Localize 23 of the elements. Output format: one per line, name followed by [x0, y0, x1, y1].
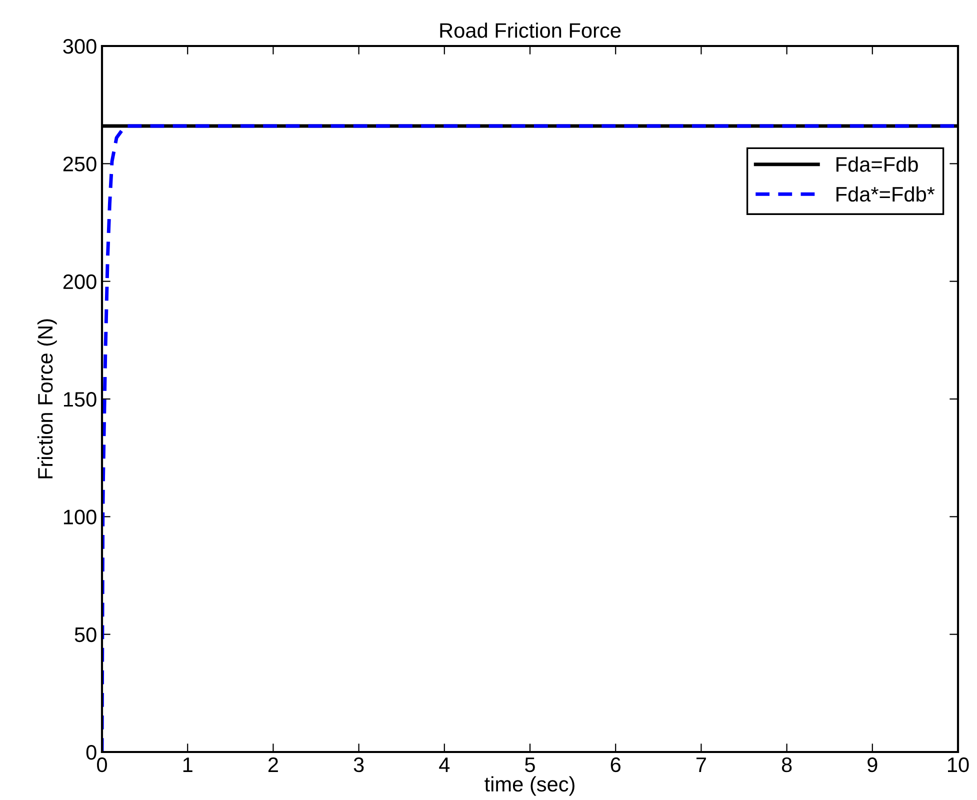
y-tick-label: 0 — [86, 745, 96, 760]
chart-title: Road Friction Force — [440, 22, 621, 38]
x-tick-label: 6 — [610, 757, 620, 772]
x-tick-label: 8 — [782, 757, 792, 772]
y-tick-label: 200 — [63, 274, 96, 290]
legend-label: Fda*=Fdb* — [836, 186, 935, 202]
x-tick-label: 1 — [183, 758, 192, 772]
x-tick-label: 10 — [948, 757, 969, 772]
x-tick-label: 0 — [97, 757, 107, 772]
x-tick-label: 4 — [439, 758, 450, 772]
y-tick-label: 50 — [74, 627, 96, 642]
y-tick-label: 250 — [63, 156, 96, 172]
y-tick-label: 100 — [64, 510, 96, 524]
x-tick-label: 7 — [696, 758, 706, 772]
x-tick-label: 9 — [868, 757, 878, 772]
x-tick-label: 3 — [354, 757, 364, 772]
x-tick-label: 2 — [268, 757, 278, 772]
x-axis-title: time (sec) — [484, 776, 574, 796]
y-tick-label: 300 — [63, 39, 96, 54]
y-axis-title: Friction Force (N) — [37, 319, 57, 478]
y-tick-label: 150 — [64, 392, 96, 407]
legend-label: Fda=Fdb — [836, 156, 918, 172]
x-tick-label: 5 — [525, 758, 535, 772]
